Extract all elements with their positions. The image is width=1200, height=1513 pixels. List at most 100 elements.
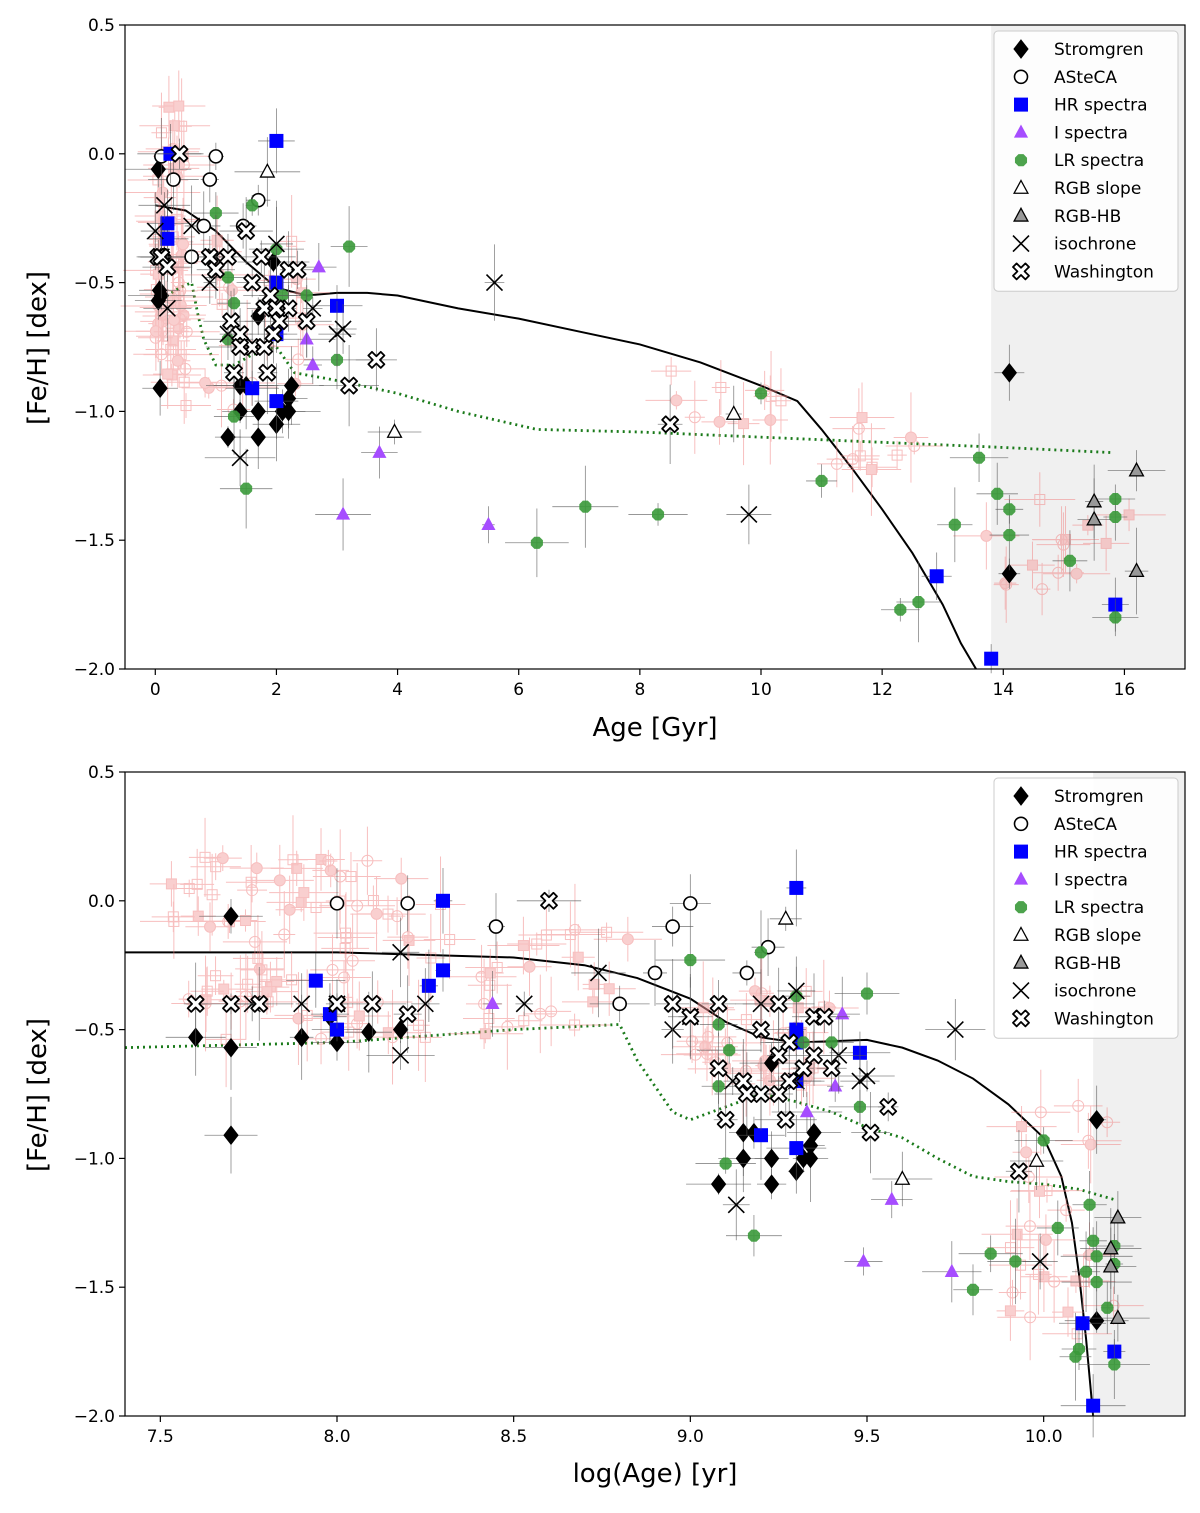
literature-errorbar xyxy=(1011,1178,1083,1203)
data-point-isochrone xyxy=(158,299,176,317)
literature-point xyxy=(1048,1275,1061,1288)
data-point-washington xyxy=(243,273,262,292)
data-point-washington xyxy=(363,994,382,1013)
data-point-asteca xyxy=(329,896,345,911)
data-point-isochrone xyxy=(858,1067,876,1085)
legend-label: HR spectra xyxy=(1054,843,1148,863)
data-point-lr-spectra xyxy=(530,536,543,549)
y-tick-label: −1.0 xyxy=(74,402,115,422)
literature-errorbar xyxy=(180,848,215,920)
data-point-asteca xyxy=(196,218,212,234)
literature-point xyxy=(361,854,374,867)
top-data-points xyxy=(120,70,1166,674)
literature-point xyxy=(401,931,414,944)
literature-point xyxy=(1020,1146,1033,1159)
data-point-stromgren xyxy=(806,1122,822,1143)
legend-label: RGB-HB xyxy=(1054,954,1121,974)
data-point-stromgren xyxy=(250,401,266,422)
data-point-stromgren xyxy=(1089,1109,1105,1130)
literature-point xyxy=(665,365,677,377)
literature-point xyxy=(339,927,351,939)
data-point-isochrone xyxy=(589,964,608,982)
data-point-washington xyxy=(231,338,249,356)
data-point-hr-spectra xyxy=(421,978,436,993)
legend-label: LR spectra xyxy=(1054,151,1144,171)
literature-point xyxy=(588,978,600,990)
data-point-lr-spectra xyxy=(651,508,665,521)
data-point-washington xyxy=(297,312,316,331)
legend-marker-i-spectra xyxy=(1013,871,1029,885)
data-point-isochrone xyxy=(727,1196,745,1214)
literature-errorbar xyxy=(1038,1240,1071,1323)
literature-point xyxy=(1026,559,1038,571)
legend-marker-isochrone xyxy=(1012,982,1030,1000)
literature-point xyxy=(569,1019,581,1031)
literature-errorbar xyxy=(317,892,375,983)
legend-marker-hr-spectra xyxy=(1014,844,1028,859)
literature-point xyxy=(180,400,192,412)
literature-point xyxy=(1023,1220,1036,1233)
literature-errorbar xyxy=(188,817,222,897)
literature-point xyxy=(382,1027,394,1039)
data-point-washington xyxy=(815,1007,834,1026)
data-point-i-spectra xyxy=(799,1104,815,1118)
literature-point xyxy=(250,862,263,875)
literature-point xyxy=(295,896,307,908)
literature-errorbar xyxy=(569,922,644,943)
x-tick-label: 6 xyxy=(513,680,524,700)
data-point-isochrone xyxy=(485,274,504,292)
literature-point xyxy=(1039,1233,1052,1246)
literature-point xyxy=(587,996,599,1008)
top-panel: 0 2 4 6 8 10 12 14 16 −2.0 −1.5 −1.0 −0.5 0.0 0.5 Age … xyxy=(23,16,1186,743)
data-point-lr-spectra xyxy=(723,1044,736,1057)
literature-point xyxy=(180,325,193,338)
literature-point xyxy=(738,418,750,430)
literature-point xyxy=(713,415,726,428)
literature-point xyxy=(413,1019,425,1031)
literature-errorbar xyxy=(317,960,372,995)
literature-point xyxy=(218,983,230,995)
legend-marker-i-spectra xyxy=(1013,124,1029,138)
data-point-hr-spectra xyxy=(754,1128,768,1143)
literature-point xyxy=(165,878,177,890)
data-point-hr-spectra xyxy=(160,231,175,246)
data-point-washington xyxy=(879,1097,898,1116)
data-point-lr-spectra xyxy=(948,518,961,531)
data-point-rgb-slope xyxy=(1028,1152,1045,1167)
data-point-isochrone xyxy=(416,995,434,1013)
data-point-isochrone xyxy=(334,320,352,338)
bottom-x-axis-label: log(Age) [yr] xyxy=(573,1459,738,1489)
literature-errorbar xyxy=(986,1200,1035,1295)
data-point-stromgren xyxy=(735,1148,751,1169)
data-point-lr-spectra xyxy=(719,1157,732,1170)
data-point-isochrone xyxy=(183,217,201,235)
literature-point xyxy=(856,412,868,424)
literature-points xyxy=(139,815,1144,1361)
data-point-stromgren xyxy=(710,1174,727,1194)
data-point-rgb-hb xyxy=(1102,1257,1119,1273)
data-point-lr-spectra xyxy=(754,387,768,400)
legend-marker-asteca xyxy=(1013,69,1029,85)
data-point-stromgren xyxy=(223,906,239,927)
literature-point xyxy=(564,929,576,941)
literature-point xyxy=(291,862,303,874)
data-point-lr-spectra xyxy=(1090,1250,1103,1263)
data-point-washington xyxy=(258,363,277,382)
data-point-i-spectra xyxy=(335,506,351,520)
data-point-lr-spectra xyxy=(754,946,768,959)
legend-label: Stromgren xyxy=(1054,40,1144,60)
literature-point xyxy=(167,911,179,923)
y-tick-label: −0.5 xyxy=(74,274,115,294)
legend-label: I spectra xyxy=(1054,123,1128,143)
data-point-lr-spectra xyxy=(1037,1134,1050,1147)
data-point-asteca xyxy=(739,965,755,981)
plot-frame xyxy=(124,24,1186,670)
literature-point xyxy=(310,902,322,914)
data-point-lr-spectra xyxy=(991,487,1004,500)
literature-point xyxy=(1036,583,1049,596)
data-point-isochrone xyxy=(392,943,410,961)
data-point-i-spectra xyxy=(835,1006,850,1020)
literature-point xyxy=(173,100,185,112)
data-point-washington xyxy=(252,247,271,266)
